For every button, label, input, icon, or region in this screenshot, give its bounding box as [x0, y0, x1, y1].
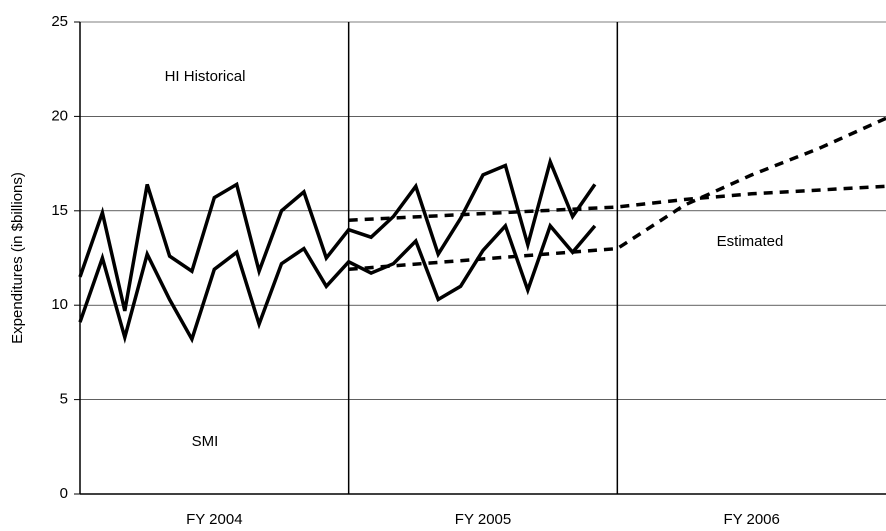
- y-axis-label: Expenditures (in $billions): [9, 172, 26, 344]
- x-tick-label: FY 2004: [186, 511, 242, 528]
- y-tick-label: 10: [51, 296, 68, 313]
- y-tick-label: 20: [51, 107, 68, 124]
- series-line: [348, 184, 886, 222]
- annotation: SMI: [192, 433, 219, 450]
- annotation: HI Historical: [165, 68, 246, 85]
- series-line: [348, 116, 886, 272]
- y-tick-label: 15: [51, 202, 68, 219]
- y-tick-label: 5: [60, 391, 68, 408]
- y-tick-label: 25: [51, 13, 68, 30]
- series-line: [78, 156, 597, 312]
- y-tick-label: 0: [60, 485, 68, 502]
- x-tick-label: FY 2005: [455, 511, 511, 528]
- x-tick-label: FY 2006: [723, 511, 779, 528]
- series-line: [78, 222, 597, 344]
- annotation: Estimated: [717, 233, 784, 250]
